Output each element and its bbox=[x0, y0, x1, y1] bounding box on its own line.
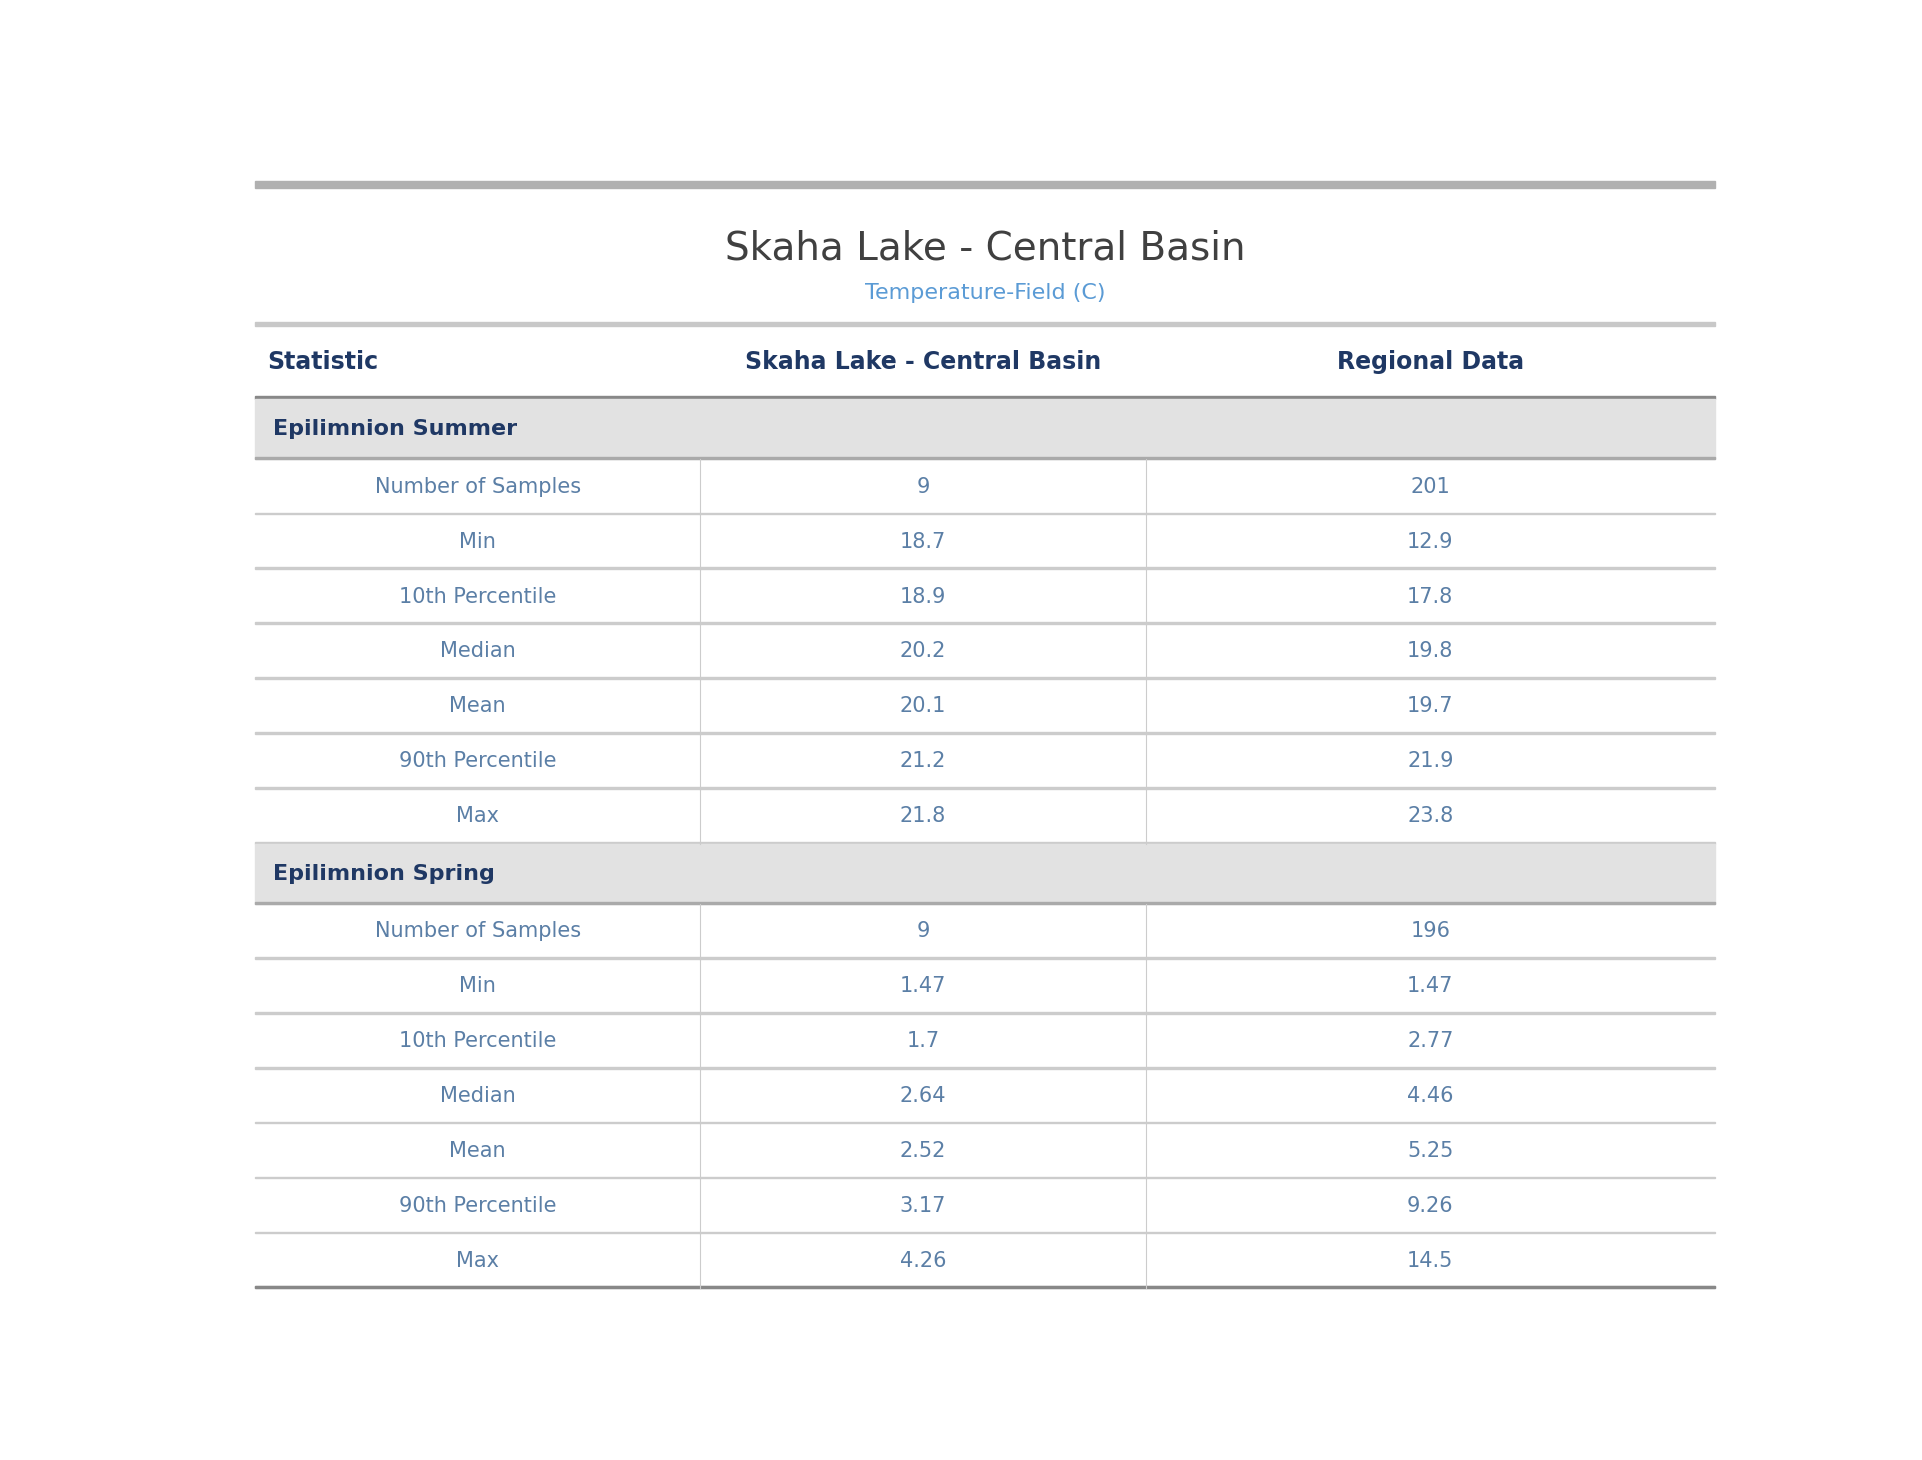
Text: 9.26: 9.26 bbox=[1407, 1196, 1453, 1216]
Bar bbox=[256, 1067, 1714, 1069]
Bar bbox=[256, 1012, 1714, 1013]
Bar bbox=[256, 731, 1714, 734]
Text: Skaha Lake - Central Basin: Skaha Lake - Central Basin bbox=[746, 350, 1101, 374]
Bar bbox=[256, 787, 1714, 788]
Text: 196: 196 bbox=[1411, 921, 1451, 942]
Text: Epilimnion Spring: Epilimnion Spring bbox=[273, 864, 494, 883]
Text: Mean: Mean bbox=[450, 696, 505, 717]
Bar bbox=[256, 1121, 1714, 1124]
Bar bbox=[256, 1232, 1714, 1234]
Text: Number of Samples: Number of Samples bbox=[375, 921, 580, 942]
Text: 14.5: 14.5 bbox=[1407, 1251, 1453, 1270]
Text: 201: 201 bbox=[1411, 477, 1449, 496]
Bar bbox=[256, 844, 1714, 904]
Text: 23.8: 23.8 bbox=[1407, 806, 1453, 826]
Bar bbox=[256, 181, 1714, 187]
Text: 17.8: 17.8 bbox=[1407, 587, 1453, 606]
Text: 4.26: 4.26 bbox=[899, 1251, 946, 1270]
Text: Temperature-Field (C): Temperature-Field (C) bbox=[865, 283, 1105, 304]
Bar bbox=[256, 512, 1714, 514]
Bar bbox=[256, 568, 1714, 569]
Text: Skaha Lake - Central Basin: Skaha Lake - Central Basin bbox=[725, 229, 1245, 267]
Text: 2.52: 2.52 bbox=[899, 1140, 946, 1161]
Bar bbox=[256, 622, 1714, 623]
Text: 20.1: 20.1 bbox=[899, 696, 946, 717]
Bar bbox=[256, 1286, 1714, 1288]
Text: 10th Percentile: 10th Percentile bbox=[400, 587, 557, 606]
Text: 3.17: 3.17 bbox=[899, 1196, 946, 1216]
Text: 2.77: 2.77 bbox=[1407, 1031, 1453, 1051]
Text: 18.7: 18.7 bbox=[899, 531, 946, 552]
Text: 90th Percentile: 90th Percentile bbox=[400, 1196, 557, 1216]
Bar bbox=[256, 399, 1714, 460]
Text: 21.8: 21.8 bbox=[899, 806, 946, 826]
Text: Statistic: Statistic bbox=[267, 350, 379, 374]
Text: Median: Median bbox=[440, 641, 515, 661]
Text: Epilimnion Summer: Epilimnion Summer bbox=[273, 419, 517, 439]
Text: 12.9: 12.9 bbox=[1407, 531, 1453, 552]
Bar bbox=[256, 457, 1714, 460]
Text: 90th Percentile: 90th Percentile bbox=[400, 752, 557, 771]
Text: 4.46: 4.46 bbox=[1407, 1086, 1453, 1107]
Text: 9: 9 bbox=[917, 921, 930, 942]
Text: Median: Median bbox=[440, 1086, 515, 1107]
Text: Regional Data: Regional Data bbox=[1336, 350, 1524, 374]
Bar bbox=[256, 902, 1714, 904]
Text: Min: Min bbox=[459, 531, 496, 552]
Bar bbox=[256, 323, 1714, 326]
Text: Max: Max bbox=[456, 1251, 500, 1270]
Text: Min: Min bbox=[459, 977, 496, 996]
Text: 18.9: 18.9 bbox=[899, 587, 946, 606]
Text: 21.2: 21.2 bbox=[899, 752, 946, 771]
Text: 21.9: 21.9 bbox=[1407, 752, 1453, 771]
Bar bbox=[256, 1177, 1714, 1178]
Text: 19.8: 19.8 bbox=[1407, 641, 1453, 661]
Text: 20.2: 20.2 bbox=[899, 641, 946, 661]
Bar bbox=[256, 958, 1714, 959]
Text: 5.25: 5.25 bbox=[1407, 1140, 1453, 1161]
Bar bbox=[256, 1286, 1714, 1288]
Bar bbox=[256, 842, 1714, 844]
Text: Mean: Mean bbox=[450, 1140, 505, 1161]
Text: 1.47: 1.47 bbox=[899, 977, 946, 996]
Text: Max: Max bbox=[456, 806, 500, 826]
Text: 1.7: 1.7 bbox=[907, 1031, 940, 1051]
Text: 9: 9 bbox=[917, 477, 930, 496]
Text: 10th Percentile: 10th Percentile bbox=[400, 1031, 557, 1051]
Text: 2.64: 2.64 bbox=[899, 1086, 946, 1107]
Bar bbox=[256, 677, 1714, 679]
Text: 1.47: 1.47 bbox=[1407, 977, 1453, 996]
Text: Number of Samples: Number of Samples bbox=[375, 477, 580, 496]
Bar bbox=[256, 396, 1714, 399]
Text: 19.7: 19.7 bbox=[1407, 696, 1453, 717]
